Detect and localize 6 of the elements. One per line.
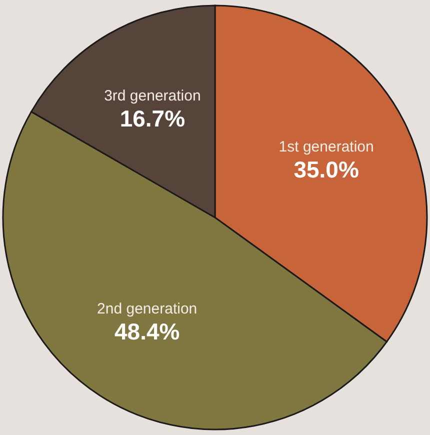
data-label: 48.4%	[114, 318, 180, 344]
data-label: 35.0%	[294, 156, 359, 183]
slice-label: 1st generation	[278, 138, 374, 156]
slice-label: 2nd generation	[97, 300, 198, 318]
data-label: 16.7%	[120, 105, 186, 132]
slice-label: 3rd generation	[104, 87, 201, 104]
